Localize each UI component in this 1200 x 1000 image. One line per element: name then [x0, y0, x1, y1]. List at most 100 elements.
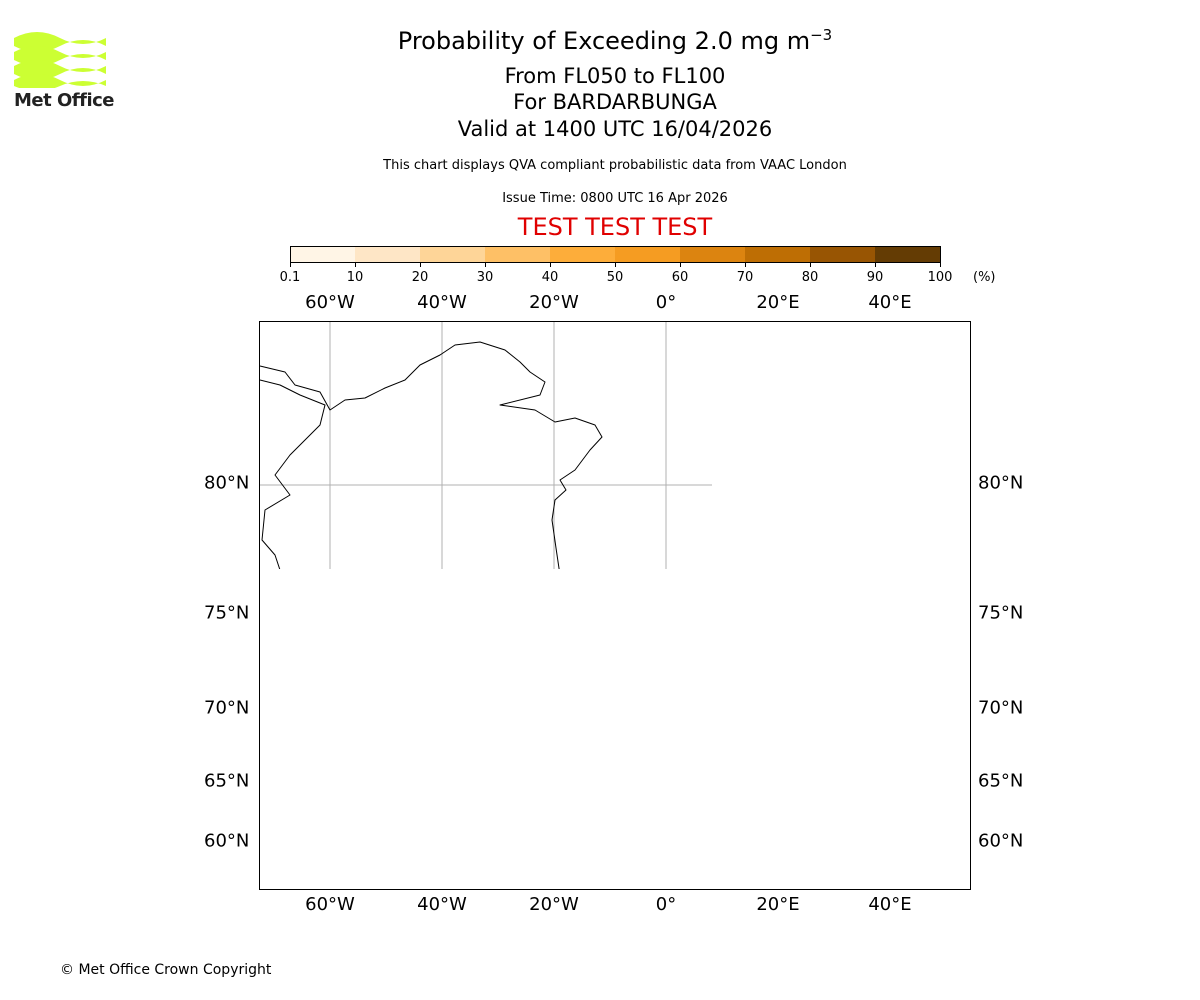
plume-cell — [576, 776, 581, 781]
colorbar-tick-label: 80 — [801, 270, 819, 285]
plume-cell — [584, 784, 589, 789]
longitude-label: 60°W — [305, 894, 355, 915]
coast-baltic — [785, 705, 840, 890]
plume-cell — [576, 764, 581, 769]
colorbar-bin — [680, 246, 745, 262]
plume-cell — [572, 776, 577, 781]
longitude-label: 20°W — [529, 292, 579, 313]
plume-cell — [568, 768, 573, 773]
coast-iceland — [530, 760, 592, 800]
longitude-label: 40°E — [868, 894, 912, 915]
coast-baffin — [260, 680, 330, 890]
plume-cell — [564, 740, 569, 745]
colorbar-bin — [810, 246, 875, 262]
plume-cell — [568, 780, 573, 785]
copyright: © Met Office Crown Copyright — [60, 962, 272, 978]
plume-cell — [564, 788, 569, 793]
latitude-label: 60°N — [978, 830, 1024, 852]
plume-cell — [560, 728, 565, 733]
colorbar-tick-label: 40 — [541, 270, 559, 285]
latitude-label: 70°N — [204, 697, 250, 719]
longitude-label: 20°W — [529, 894, 579, 915]
colorbar-tick-label: 70 — [736, 270, 754, 285]
latitude-label: 60°N — [204, 830, 250, 852]
plume-cell — [576, 752, 581, 757]
coast-franz-josef — [918, 455, 950, 475]
plume-cell — [584, 768, 589, 773]
colorbar-tick-label: 10 — [346, 270, 364, 285]
colorbar-tick-label: 20 — [411, 270, 429, 285]
plume-cell — [572, 752, 577, 757]
coast-scandinavia — [693, 690, 905, 890]
plume-cell — [580, 760, 585, 765]
plume-cell — [584, 772, 589, 777]
latitude-label: 80°N — [978, 472, 1024, 494]
colorbar-tick-label: 60 — [671, 270, 689, 285]
valid-time: Valid at 1400 UTC 16/04/2026 — [457, 117, 773, 141]
coast-novaya-zemlya — [955, 640, 971, 695]
coastlines — [259, 341, 971, 890]
colorbar-unit: (%) — [973, 270, 996, 285]
coast-svalbard — [728, 472, 818, 575]
colorbar-tick-label: 90 — [866, 270, 884, 285]
issue-time: Issue Time: 0800 UTC 16 Apr 2026 — [502, 191, 728, 206]
coast-greenland — [259, 341, 603, 569]
met-office-logo-waves-icon — [14, 32, 106, 88]
longitude-label: 40°W — [417, 292, 467, 313]
plume-cell — [568, 740, 573, 745]
colorbar-bin — [420, 246, 485, 262]
plume-cell — [572, 756, 577, 761]
map — [259, 321, 971, 890]
plume-cell — [576, 760, 581, 765]
graticule — [259, 321, 712, 569]
logo-text: Met Office — [14, 90, 115, 111]
plume-cell — [572, 784, 577, 789]
coast-scotland — [625, 850, 655, 890]
longitude-label: 0° — [655, 292, 677, 313]
plume-cell — [592, 768, 597, 773]
longitude-label: 20°E — [756, 292, 800, 313]
ash-probability-plume — [560, 728, 597, 793]
coast-labrador — [260, 800, 290, 875]
plume-cell — [568, 788, 573, 793]
plume-cell — [580, 784, 585, 789]
plume-cell — [568, 736, 573, 741]
colorbar-bin — [290, 246, 355, 262]
longitude-label: 60°W — [305, 292, 355, 313]
latitude-label: 70°N — [978, 697, 1024, 719]
colorbar-bin — [745, 246, 810, 262]
test-banner: TEST TEST TEST — [517, 213, 713, 241]
colorbar-bin — [550, 246, 615, 262]
plume-cell — [564, 748, 569, 753]
plume-cell — [560, 736, 565, 741]
map-frame — [259, 321, 971, 890]
plume-cell — [584, 780, 589, 785]
colorbar-tick-label: 100 — [927, 270, 953, 285]
plume-cell — [588, 776, 593, 781]
colorbar-tick-label: 0.1 — [279, 270, 301, 285]
plume-cell — [580, 772, 585, 777]
plume-cell — [564, 732, 569, 737]
colorbar-bin — [615, 246, 680, 262]
volcano-icon — [561, 770, 576, 788]
colorbar-tick-label: 50 — [606, 270, 624, 285]
plume-cell — [572, 744, 577, 749]
latitude-label: 65°N — [204, 770, 250, 792]
plume-cell — [576, 788, 581, 793]
colorbar-bin — [485, 246, 550, 262]
chart-title: Probability of Exceeding 2.0 mg m−3 — [397, 26, 833, 55]
plume-cell — [580, 764, 585, 769]
longitude-label: 20°E — [756, 894, 800, 915]
volcano-name: For BARDARBUNGA — [513, 90, 717, 114]
plume-cell — [568, 760, 573, 765]
latitude-label: 75°N — [204, 602, 250, 624]
colorbar-tick-label: 30 — [476, 270, 494, 285]
plume-cell — [588, 784, 593, 789]
longitude-label: 0° — [655, 894, 677, 915]
plume-cell — [572, 764, 577, 769]
plume-cell — [580, 776, 585, 781]
subtitle: This chart displays QVA compliant probab… — [383, 158, 847, 173]
plume-cell — [588, 768, 593, 773]
longitude-label: 40°W — [417, 894, 467, 915]
coast-kola — [905, 735, 971, 745]
